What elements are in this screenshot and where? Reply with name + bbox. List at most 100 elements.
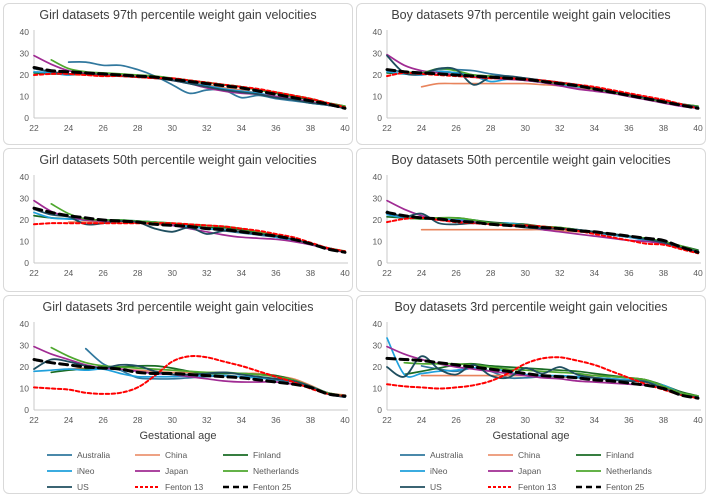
svg-text:38: 38 [306, 268, 316, 278]
legend-swatch-line-icon [400, 453, 425, 456]
svg-text:10: 10 [373, 384, 383, 394]
svg-text:28: 28 [486, 268, 496, 278]
svg-text:30: 30 [167, 123, 177, 133]
legend-swatch-line-icon [223, 453, 248, 456]
svg-text:22: 22 [382, 268, 392, 278]
svg-text:40: 40 [340, 123, 350, 133]
chart-title: Girl datasets 3rd percentile weight gain… [42, 300, 314, 314]
legend-swatch-line-icon [576, 453, 601, 456]
legend-item-fenton-25: Fenton 25 [222, 480, 310, 493]
svg-text:36: 36 [271, 415, 281, 425]
legend-label: Netherlands [253, 465, 299, 476]
svg-text:34: 34 [237, 415, 247, 425]
svg-text:0: 0 [24, 258, 29, 268]
svg-text:0: 0 [377, 113, 382, 123]
svg-text:28: 28 [133, 123, 143, 133]
svg-text:10: 10 [20, 384, 30, 394]
chart-title: Girl datasets 97th percentile weight gai… [39, 8, 317, 22]
chart-title: Girl datasets 50th percentile weight gai… [39, 153, 317, 167]
legend-boy: Australia China Finland iNeo Japan Netherland… [361, 448, 701, 493]
legend-item-finland: Finland [222, 448, 310, 461]
svg-text:40: 40 [340, 268, 350, 278]
svg-text:20: 20 [20, 70, 30, 80]
svg-text:22: 22 [382, 123, 392, 133]
legend-swatch-line-icon [223, 485, 248, 488]
svg-text:38: 38 [659, 268, 669, 278]
svg-text:30: 30 [167, 415, 177, 425]
svg-text:40: 40 [373, 319, 383, 329]
legend-item-china: China [487, 448, 575, 461]
svg-text:38: 38 [306, 123, 316, 133]
legend-row: US Fenton 13 Fenton 25 [8, 480, 348, 493]
legend-label: iNeo [77, 465, 95, 476]
legend-item-us: US [399, 480, 487, 493]
svg-text:24: 24 [64, 123, 74, 133]
line-chart-girl-50th: 0 10 20 30 40 22 24 26 28 30 32 34 36 38 40 [20, 172, 350, 278]
svg-text:30: 30 [20, 341, 30, 351]
legend-item-japan: Japan [134, 464, 222, 477]
svg-text:32: 32 [555, 123, 565, 133]
svg-text:30: 30 [167, 268, 177, 278]
legend-item-australia: Australia [46, 448, 134, 461]
svg-text:24: 24 [64, 268, 74, 278]
chart-panel-girl-3rd: Girl datasets 3rd percentile weight gain… [3, 295, 353, 494]
legend-item-us: US [46, 480, 134, 493]
svg-text:32: 32 [202, 415, 212, 425]
legend-item-australia: Australia [399, 448, 487, 461]
svg-text:0: 0 [24, 113, 29, 123]
svg-text:26: 26 [98, 415, 108, 425]
legend-swatch-line-icon [47, 453, 72, 456]
svg-text:26: 26 [451, 123, 461, 133]
x-axis-label: Gestational age [139, 430, 217, 442]
legend-swatch-line-icon [135, 469, 160, 472]
svg-text:10: 10 [20, 92, 30, 102]
legend-label: Fenton 13 [165, 481, 204, 492]
legend-swatch-line-icon [47, 469, 72, 472]
svg-text:0: 0 [377, 258, 382, 268]
svg-text:0: 0 [377, 405, 382, 415]
svg-text:32: 32 [555, 415, 565, 425]
svg-text:32: 32 [202, 268, 212, 278]
chart-panel-girl-97th: Girl datasets 97th percentile weight gai… [3, 3, 353, 145]
svg-text:40: 40 [373, 27, 383, 37]
chart-title: Boy datasets 3rd percentile weight gain … [394, 300, 668, 314]
svg-text:30: 30 [20, 194, 30, 204]
svg-text:24: 24 [64, 415, 74, 425]
legend-swatch-line-icon [47, 485, 72, 488]
svg-text:40: 40 [693, 268, 703, 278]
svg-text:40: 40 [373, 172, 383, 182]
svg-text:30: 30 [373, 49, 383, 59]
svg-text:36: 36 [271, 123, 281, 133]
svg-text:40: 40 [693, 123, 703, 133]
legend-label: Fenton 25 [606, 481, 645, 492]
svg-text:40: 40 [20, 172, 30, 182]
legend-swatch-line-icon [488, 469, 513, 472]
svg-text:40: 40 [693, 415, 703, 425]
svg-text:40: 40 [340, 415, 350, 425]
legend-label: Japan [165, 465, 189, 476]
svg-text:26: 26 [98, 123, 108, 133]
svg-text:34: 34 [237, 268, 247, 278]
legend-label: iNeo [430, 465, 448, 476]
legend-item-fenton-13: Fenton 13 [487, 480, 575, 493]
svg-text:26: 26 [98, 268, 108, 278]
legend-label: US [430, 481, 442, 492]
legend-item-china: China [134, 448, 222, 461]
line-chart-boy-50th: 0 10 20 30 40 22 24 26 28 30 32 34 36 38 40 [373, 172, 703, 278]
legend-row: Australia China Finland [361, 448, 701, 461]
svg-text:30: 30 [520, 415, 530, 425]
chart-panel-boy-50th: Boy datasets 50th percentile weight gain… [356, 148, 706, 292]
legend-swatch-line-icon [400, 469, 425, 472]
legend-row: US Fenton 13 Fenton 25 [361, 480, 701, 493]
svg-text:34: 34 [590, 268, 600, 278]
svg-text:10: 10 [373, 237, 383, 247]
svg-text:34: 34 [590, 415, 600, 425]
svg-text:36: 36 [624, 268, 634, 278]
legend-row: iNeo Japan Netherlands [8, 464, 348, 477]
svg-text:22: 22 [29, 268, 39, 278]
legend-swatch-line-icon [135, 453, 160, 456]
svg-text:26: 26 [451, 268, 461, 278]
legend-item-fenton-25: Fenton 25 [575, 480, 663, 493]
legend-label: Australia [77, 449, 111, 460]
